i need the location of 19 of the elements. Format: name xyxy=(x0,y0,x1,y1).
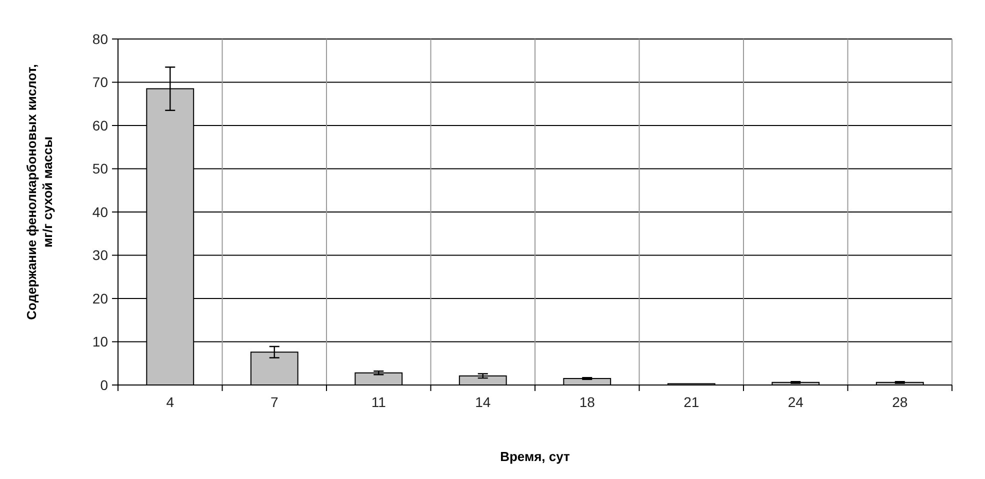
y-tick-label: 70 xyxy=(92,74,108,90)
y-tick-label: 40 xyxy=(92,204,108,220)
y-tick-label: 0 xyxy=(100,376,108,393)
x-tick-label: 14 xyxy=(475,394,491,410)
x-tick-label: 4 xyxy=(166,394,174,410)
x-tick-label: 21 xyxy=(684,394,700,410)
y-tick-label: 60 xyxy=(92,117,108,134)
y-tick-label: 80 xyxy=(92,30,108,47)
x-tick-label: 18 xyxy=(579,394,596,410)
x-tick-label: 28 xyxy=(892,394,908,410)
x-tick-label: 24 xyxy=(788,394,804,410)
y-tick-label: 50 xyxy=(92,160,108,177)
y-axis-title: Содержание фенолкарбоновых кислот, мг/г сухой массы xyxy=(24,64,55,320)
x-tick-label: 7 xyxy=(270,394,278,410)
y-tick-label: 10 xyxy=(92,334,108,350)
y-tick-label: 30 xyxy=(92,247,108,264)
y-tick-label: 20 xyxy=(92,290,108,306)
x-tick-label: 11 xyxy=(371,394,386,410)
x-axis-title: Время, сут xyxy=(500,449,570,464)
